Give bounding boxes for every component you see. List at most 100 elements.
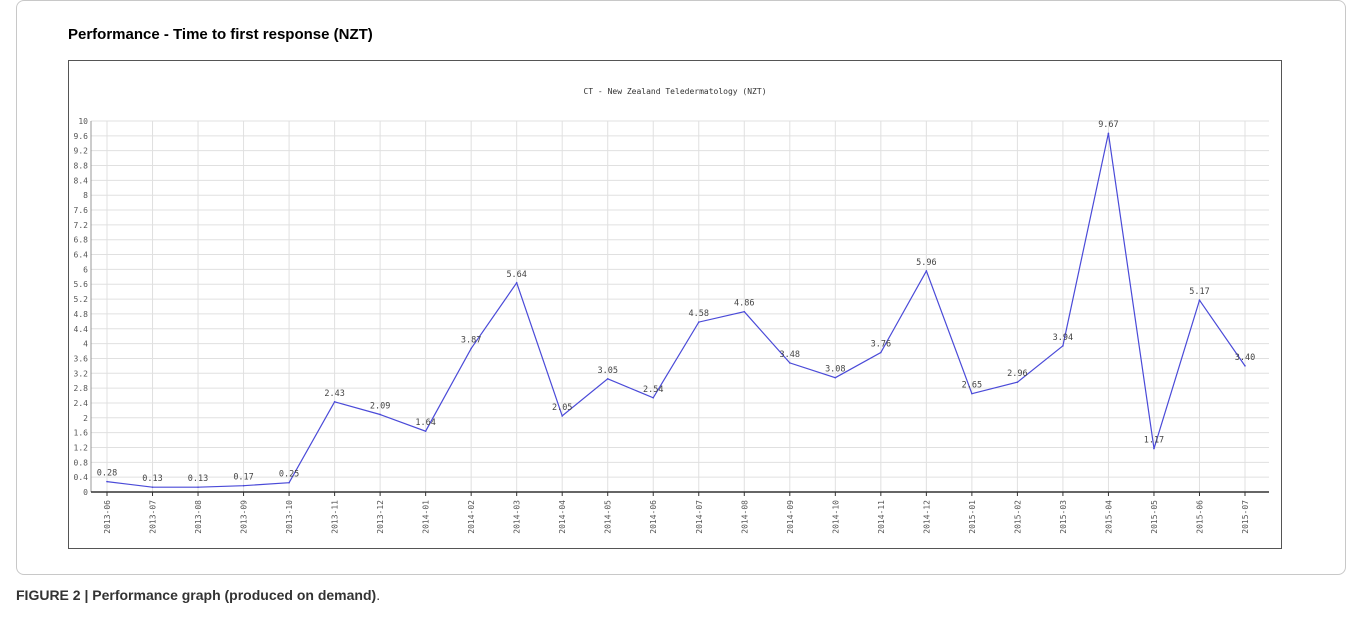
data-point [697,321,700,323]
x-tick-label: 2014-11 [877,500,886,534]
data-point [834,376,837,379]
x-tick-label: 2014-02 [467,500,476,534]
x-tick-label: 2014-05 [604,500,613,534]
x-tick-label: 2013-09 [240,500,249,534]
y-tick-label: 8.4 [74,176,89,185]
data-label: 0.13 [142,474,162,484]
y-tick-label: 5.2 [74,295,89,304]
caption-label: FIGURE 2 | Performance graph (produced o… [16,587,377,603]
data-label: 2.96 [1007,369,1027,379]
y-tick-label: 3.2 [74,369,89,378]
data-point [242,484,245,487]
data-point [561,415,563,417]
data-label: 9.67 [1098,120,1118,130]
y-tick-label: 4.8 [74,310,89,319]
y-tick-label: 2 [83,414,88,423]
data-point [106,480,108,483]
x-tick-label: 2014-12 [922,500,931,534]
data-labels: 0.28 0.13 0.13 0.17 0.25 2.43 2.09 1.64 3.87 5.64… [97,120,1255,484]
figure-caption: FIGURE 2 | Performance graph (produced o… [16,587,380,603]
x-tick-label: 2015-03 [1059,500,1068,534]
data-point [1198,299,1201,301]
data-label: 2.43 [324,389,344,399]
y-tick-label: 4 [83,340,88,349]
y-tick-label: 7.6 [74,206,89,215]
data-point [1153,447,1155,450]
data-point [1016,381,1019,383]
data-point [379,413,381,416]
data-point [652,396,655,399]
y-tick-label: 7.2 [74,221,89,230]
chart-title: CT - New Zealand Teledermatology (NZT) [583,87,766,96]
data-label: 3.76 [871,340,891,350]
data-point [971,392,973,395]
y-tick-label: 9.6 [74,132,89,141]
data-label: 4.58 [689,309,709,319]
data-label: 1.17 [1144,436,1164,446]
caption-trailing: . [376,587,381,603]
y-tick-label: 2.4 [74,399,89,408]
y-tick-label: 2.8 [74,384,89,393]
x-tick-label: 2014-08 [740,500,749,534]
y-tick-label: 6.4 [74,251,89,260]
data-point [288,481,290,484]
y-tick-label: 3.6 [74,354,89,363]
data-point [1062,345,1064,347]
x-tick-label: 2015-04 [1104,500,1113,534]
series [106,132,1246,488]
x-tick-label: 2013-06 [103,500,112,534]
data-label: 3.08 [825,365,845,375]
x-tick-label: 2014-09 [786,500,795,534]
x-tick-labels: 2013-06 2013-07 2013-08 2013-09 2013-10 2013-… [103,500,1250,534]
data-point [424,430,427,432]
y-tick-label: 8.8 [74,162,89,171]
data-label: 3.40 [1235,353,1255,363]
x-tick-label: 2014-07 [695,500,704,534]
x-tick-label: 2015-01 [968,500,977,534]
y-tick-label: 1.6 [74,429,89,438]
y-tick-labels: 0 0.4 0.8 1.2 1.6 2 2.4 2.8 3.2 3.6 4 4.4 4.8 5.2 5.6 6… [74,117,89,497]
data-label: 5.96 [916,258,936,268]
series-line [106,133,1246,488]
data-point [151,486,154,488]
data-label: 2.54 [643,385,663,395]
data-point [197,486,199,488]
x-tick-label: 2013-07 [149,500,158,534]
grid [91,120,1269,492]
y-tick-label: 0 [83,488,88,497]
data-point [880,351,882,354]
data-label: 2.05 [552,403,572,413]
data-label: 2.65 [962,381,982,391]
data-label: 3.05 [597,366,617,376]
y-tick-label: 6 [83,265,88,274]
y-tick-label: 4.4 [74,325,89,334]
panel-title: Performance - Time to first response (NZ… [68,26,373,43]
y-tick-label: 9.2 [74,147,89,156]
data-label: 0.28 [97,469,117,479]
x-tick-label: 2014-01 [422,500,431,534]
x-tick-label: 2014-10 [831,500,840,534]
data-point [1244,365,1246,367]
data-point [470,347,472,350]
y-tick-label: 6.8 [74,236,89,245]
x-tick-label: 2013-12 [376,500,385,534]
x-tick-label: 2015-02 [1013,500,1022,534]
data-point [333,401,336,403]
x-tick-label: 2013-08 [194,500,203,534]
x-tick-label: 2013-10 [285,500,294,534]
x-tick-label: 2015-05 [1150,500,1159,534]
data-point [925,270,928,272]
data-label: 0.25 [279,470,299,480]
data-label: 3.48 [780,350,800,360]
data-point [606,378,609,380]
chart-container: CT - New Zealand Teledermatology (NZT) 0… [68,60,1282,549]
data-point [515,281,518,284]
data-point [743,310,746,313]
data-label: 5.17 [1189,287,1209,297]
data-label: 3.87 [461,335,481,345]
figure-frame [16,0,1346,575]
x-tick-label: 2014-04 [558,500,567,534]
data-label: 1.64 [415,418,435,428]
y-tick-label: 1.2 [74,443,89,452]
x-tick-label: 2013-11 [331,500,340,534]
